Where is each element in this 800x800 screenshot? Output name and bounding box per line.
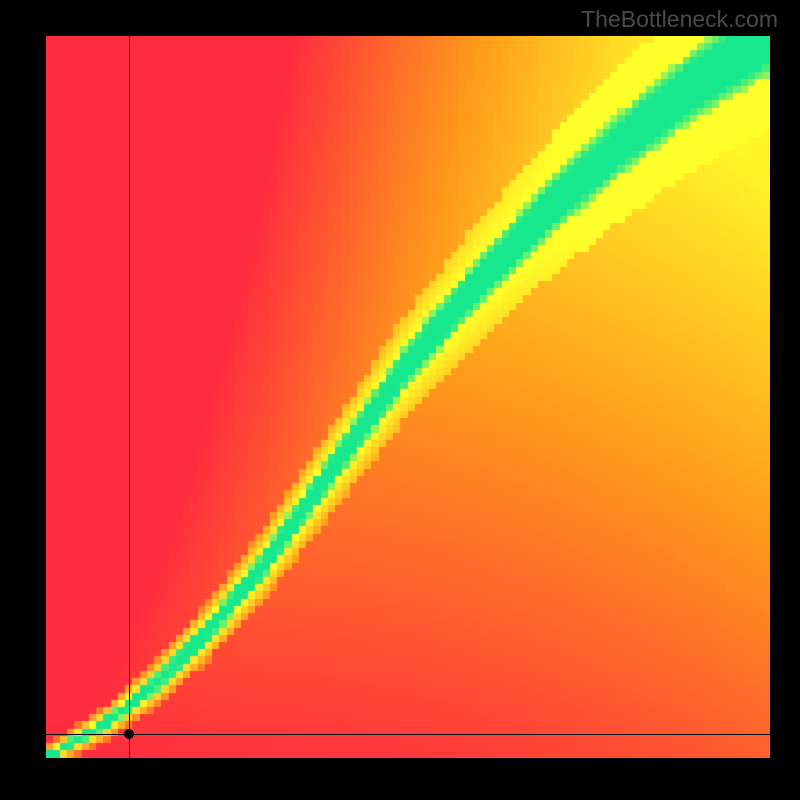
crosshair-horizontal	[46, 734, 770, 735]
heatmap-canvas	[46, 36, 770, 758]
chart-container: TheBottleneck.com	[0, 0, 800, 800]
watermark-text: TheBottleneck.com	[581, 6, 778, 33]
crosshair-vertical	[129, 36, 130, 758]
crosshair-marker	[124, 729, 134, 739]
